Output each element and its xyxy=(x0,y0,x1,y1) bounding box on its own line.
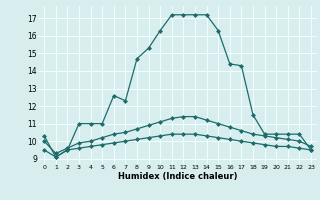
X-axis label: Humidex (Indice chaleur): Humidex (Indice chaleur) xyxy=(118,172,237,181)
